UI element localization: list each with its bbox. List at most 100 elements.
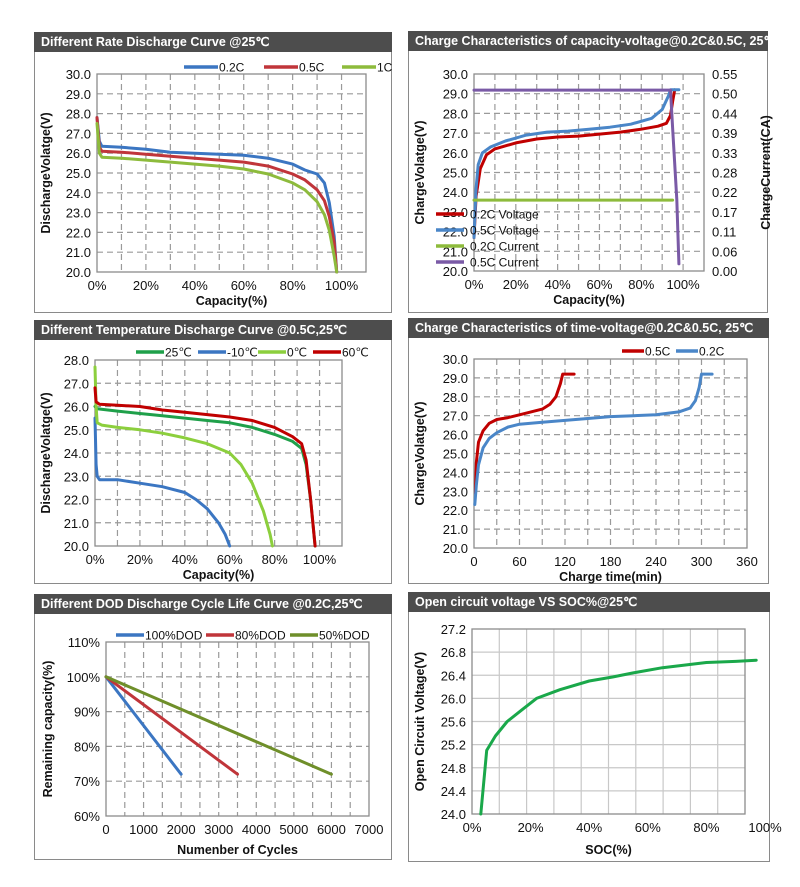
y-tick-label: 24.0 [66, 186, 91, 201]
x-tick-label: 180 [600, 554, 622, 569]
y-axis-label: ChargeVolatge(V) [413, 402, 427, 506]
legend-label: 80%DOD [235, 629, 286, 643]
x-tick-label: 0 [470, 554, 477, 569]
y2-tick-label: 0.17 [712, 205, 737, 220]
y-tick-label: 24.4 [441, 784, 466, 799]
series-line-0-5c [474, 372, 576, 495]
series-line-100-dod [104, 675, 183, 776]
plot-area [473, 358, 748, 549]
x-tick-label: 0% [86, 552, 105, 567]
y-tick-label: 23.0 [66, 206, 91, 221]
y-tick-label: 26.0 [441, 691, 466, 706]
chart-title: Different DOD Discharge Cycle Life Curve… [34, 594, 392, 614]
plot-border [473, 73, 705, 272]
y-axis-label: Open Circuit Voltage(V) [413, 652, 427, 791]
x-tick-label: 60% [635, 820, 661, 835]
plot-area [473, 73, 705, 272]
y-tick-label: 29.0 [66, 87, 91, 102]
chart-frame [408, 51, 768, 313]
x-axis-label: Numenber of Cycles [177, 843, 298, 857]
y2-tick-label: 0.28 [712, 166, 737, 181]
chart-title: Open circuit voltage VS SOC%@25℃ [408, 592, 770, 612]
y-tick-label: 27.2 [441, 622, 466, 637]
x-tick-label: 360 [736, 554, 758, 569]
y-tick-label: 70% [74, 774, 100, 789]
y2-tick-label: 0.39 [712, 126, 737, 141]
y-tick-label: 24.0 [441, 807, 466, 822]
y-axis-label: DischargeVolatge(V) [39, 392, 53, 513]
y2-tick-label: 0.33 [712, 146, 737, 161]
plot-border [471, 628, 746, 815]
y2-tick-label: 0.22 [712, 185, 737, 200]
panel-dod-cycle-life: Different DOD Discharge Cycle Life Curve… [34, 594, 392, 860]
legend-label: -10℃ [227, 346, 258, 360]
panel-ocv-soc: Open circuit voltage VS SOC%@25℃ 24.0 24.… [408, 592, 782, 862]
plot-area [471, 628, 746, 815]
series-line-0- [93, 365, 274, 548]
chart-title: Charge Characteristics of capacity-volta… [408, 31, 768, 51]
x-tick-label: 3000 [204, 822, 233, 837]
x-tick-label: 0% [465, 277, 484, 292]
y-tick-label: 21.0 [64, 516, 89, 531]
y-tick-label: 20.0 [443, 541, 468, 556]
legend-label: 25℃ [165, 346, 192, 360]
x-tick-label: 20% [503, 277, 529, 292]
y-tick-label: 26.8 [441, 645, 466, 660]
y-tick-label: 25.0 [443, 447, 468, 462]
x-tick-label: 80% [262, 552, 288, 567]
y-tick-label: 26.4 [441, 668, 466, 683]
panel-charge-time: Charge Characteristics of time-voltage@0… [408, 318, 769, 584]
y-tick-label: 20.0 [64, 539, 89, 554]
x-tick-label: 0 [102, 822, 109, 837]
series-line--10- [93, 416, 232, 548]
y-tick-label: 60% [74, 809, 100, 824]
x-tick-label: 5000 [279, 822, 308, 837]
series-line-ocv [479, 658, 758, 816]
chart-frame [408, 338, 769, 584]
x-tick-label: 0% [88, 278, 107, 293]
y-tick-label: 26.0 [443, 428, 468, 443]
y-tick-label: 21.0 [66, 245, 91, 260]
x-axis-label: Charge time(min) [559, 570, 662, 584]
x-tick-label: 6000 [317, 822, 346, 837]
legend: 100%DOD 80%DOD 50%DOD [116, 629, 370, 643]
y2-tick-label: 0.11 [712, 225, 736, 240]
dod-cycle-life-chart: 60% 70% 80% 90% 100% 110% 0 1000 2000 3000 4000 500… [41, 629, 383, 858]
x-tick-label: 40% [182, 278, 208, 293]
x-tick-label: 80% [693, 820, 719, 835]
y-tick-label: 30.0 [66, 67, 91, 82]
x-tick-label: 60% [217, 552, 243, 567]
y-tick-label: 24.0 [443, 185, 468, 200]
legend-label: 0.2C Current [470, 240, 539, 254]
rate-discharge-chart: 20.0 21.0 22.0 23.0 24.0 25.0 26.0 27.0 28.0 29.0… [39, 61, 393, 309]
x-axis-label: Capacity(%) [553, 293, 625, 307]
series-line-0-2c [473, 372, 714, 506]
series-line-0-2c [95, 116, 339, 274]
x-tick-label: 60 [512, 554, 526, 569]
x-tick-label: 60% [231, 278, 257, 293]
chart-title: Different Rate Discharge Curve @25℃ [34, 32, 392, 52]
y-axis-label: Remaining capacity(%) [41, 661, 55, 798]
y-axis-label: ChargeVolatge(V) [413, 121, 427, 225]
series-line-0-5c-voltage [472, 88, 681, 239]
y-tick-label: 27.0 [64, 376, 89, 391]
legend-label: 0.2C Voltage [470, 208, 539, 222]
panel-charge-capacity: Charge Characteristics of capacity-volta… [408, 31, 773, 313]
y-tick-label: 22.0 [443, 503, 468, 518]
legend-label: 0.5C [645, 345, 671, 359]
y-tick-label: 20.0 [66, 265, 91, 280]
legend-label: 0℃ [287, 346, 307, 360]
legend-label: 0.5C Current [470, 256, 539, 270]
chart-frame [408, 612, 770, 862]
legend: 25℃ -10℃ 0℃ 60℃ [136, 346, 369, 360]
series-line-80-dod [104, 675, 239, 776]
y-axis-label: DischargeVolatge(V) [39, 112, 53, 233]
y-tick-label: 24.0 [64, 446, 89, 461]
plot-border [105, 641, 370, 817]
y-tick-label: 28.0 [443, 106, 468, 121]
x-tick-label: 20% [133, 278, 159, 293]
y-tick-label: 26.0 [64, 400, 89, 415]
y-tick-label: 25.0 [64, 423, 89, 438]
y-tick-label: 22.0 [66, 225, 91, 240]
y2-tick-label: 0.00 [712, 264, 737, 279]
